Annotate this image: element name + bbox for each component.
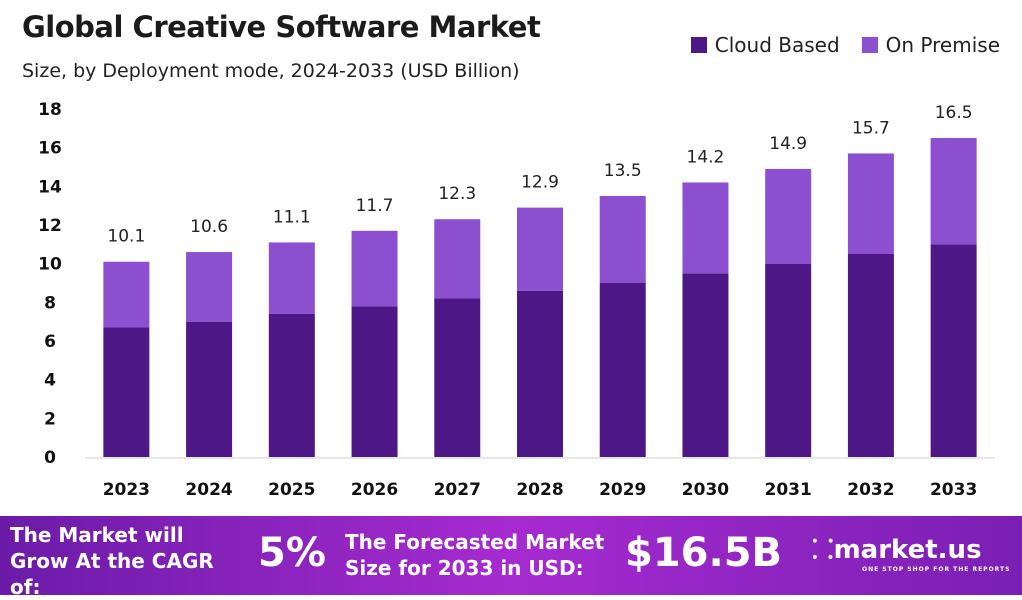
x-tick-label: 2027 [434, 480, 481, 500]
bar-on-premise [351, 230, 398, 307]
x-tick-label: 2032 [847, 480, 894, 500]
chart-title: Global Creative Software Market [22, 10, 541, 44]
summary-banner: The Market will Grow At the CAGR of: 5% … [0, 516, 1022, 599]
legend: Cloud Based On Premise [690, 33, 1000, 57]
bar-cloud-based [765, 263, 812, 457]
y-tick-label: 10 [38, 255, 62, 275]
bar-cloud-based [186, 321, 233, 457]
bar-on-premise [599, 196, 646, 283]
logo: ⸬market.us ONE STOP SHOP FOR THE REPORTS [812, 535, 1011, 573]
y-tick-label: 4 [44, 371, 56, 391]
y-tick-label: 8 [44, 293, 56, 313]
bar-cloud-based [351, 306, 398, 457]
bar-on-premise [847, 153, 894, 254]
y-tick-label: 6 [44, 332, 56, 352]
y-tick-label: 18 [38, 100, 62, 120]
chart-subtitle: Size, by Deployment mode, 2024-2033 (USD… [22, 60, 520, 82]
bar-cloud-based [103, 327, 150, 457]
bar-on-premise [930, 138, 977, 245]
x-tick-label: 2023 [103, 480, 150, 500]
cagr-value: 5% [258, 530, 326, 576]
x-tick-label: 2033 [930, 480, 977, 500]
bar-cloud-based [847, 254, 894, 457]
bar-chart: 0 2 4 6 8 10 12 14 16 18 10.1 2023 10.6 2024 11.1 2025 1… [38, 100, 995, 500]
x-tick-label: 2028 [516, 480, 563, 500]
bar-cloud-based [599, 283, 646, 457]
total-label: 14.2 [687, 147, 725, 167]
total-label: 11.7 [356, 196, 394, 216]
legend-item-cloud: Cloud Based [690, 33, 840, 57]
x-tick-label: 2030 [682, 480, 729, 500]
bar-on-premise [517, 207, 563, 291]
bar-cloud-based [682, 273, 729, 457]
y-tick-label: 14 [38, 177, 62, 197]
bar-on-premise [186, 252, 233, 322]
legend-item-premise: On Premise [861, 33, 1000, 57]
bar-on-premise [103, 261, 150, 328]
y-tick-label: 16 [38, 139, 62, 159]
y-tick-label: 12 [38, 216, 62, 236]
x-tick-label: 2029 [599, 480, 646, 500]
y-tick-label: 0 [44, 448, 56, 468]
forecast-value: $16.5B [625, 530, 783, 576]
x-tick-label: 2025 [268, 480, 315, 500]
total-label: 11.1 [273, 207, 311, 227]
total-label: 10.1 [107, 227, 145, 247]
total-label: 15.7 [852, 118, 890, 138]
total-label: 12.9 [521, 173, 559, 193]
x-tick-label: 2031 [765, 480, 812, 500]
total-label: 16.5 [935, 103, 973, 123]
total-label: 12.3 [438, 184, 476, 204]
total-label: 10.6 [190, 217, 228, 237]
bar-on-premise [765, 168, 812, 264]
bar-cloud-based [517, 290, 563, 457]
bar-cloud-based [930, 244, 977, 457]
total-label: 14.9 [769, 134, 807, 154]
bar-cloud-based [268, 313, 315, 457]
y-tick-label: 2 [44, 409, 56, 429]
bar-on-premise [268, 242, 315, 314]
bar-on-premise [682, 182, 729, 274]
x-tick-label: 2026 [351, 480, 398, 500]
bar-on-premise [434, 219, 481, 299]
total-label: 13.5 [604, 161, 642, 181]
x-tick-label: 2024 [185, 480, 232, 500]
forecast-label: The Forecasted Market Size for 2033 in U… [345, 530, 605, 580]
bar-cloud-based [434, 298, 481, 457]
cagr-label: The Market will Grow At the CAGR of: [10, 523, 214, 599]
